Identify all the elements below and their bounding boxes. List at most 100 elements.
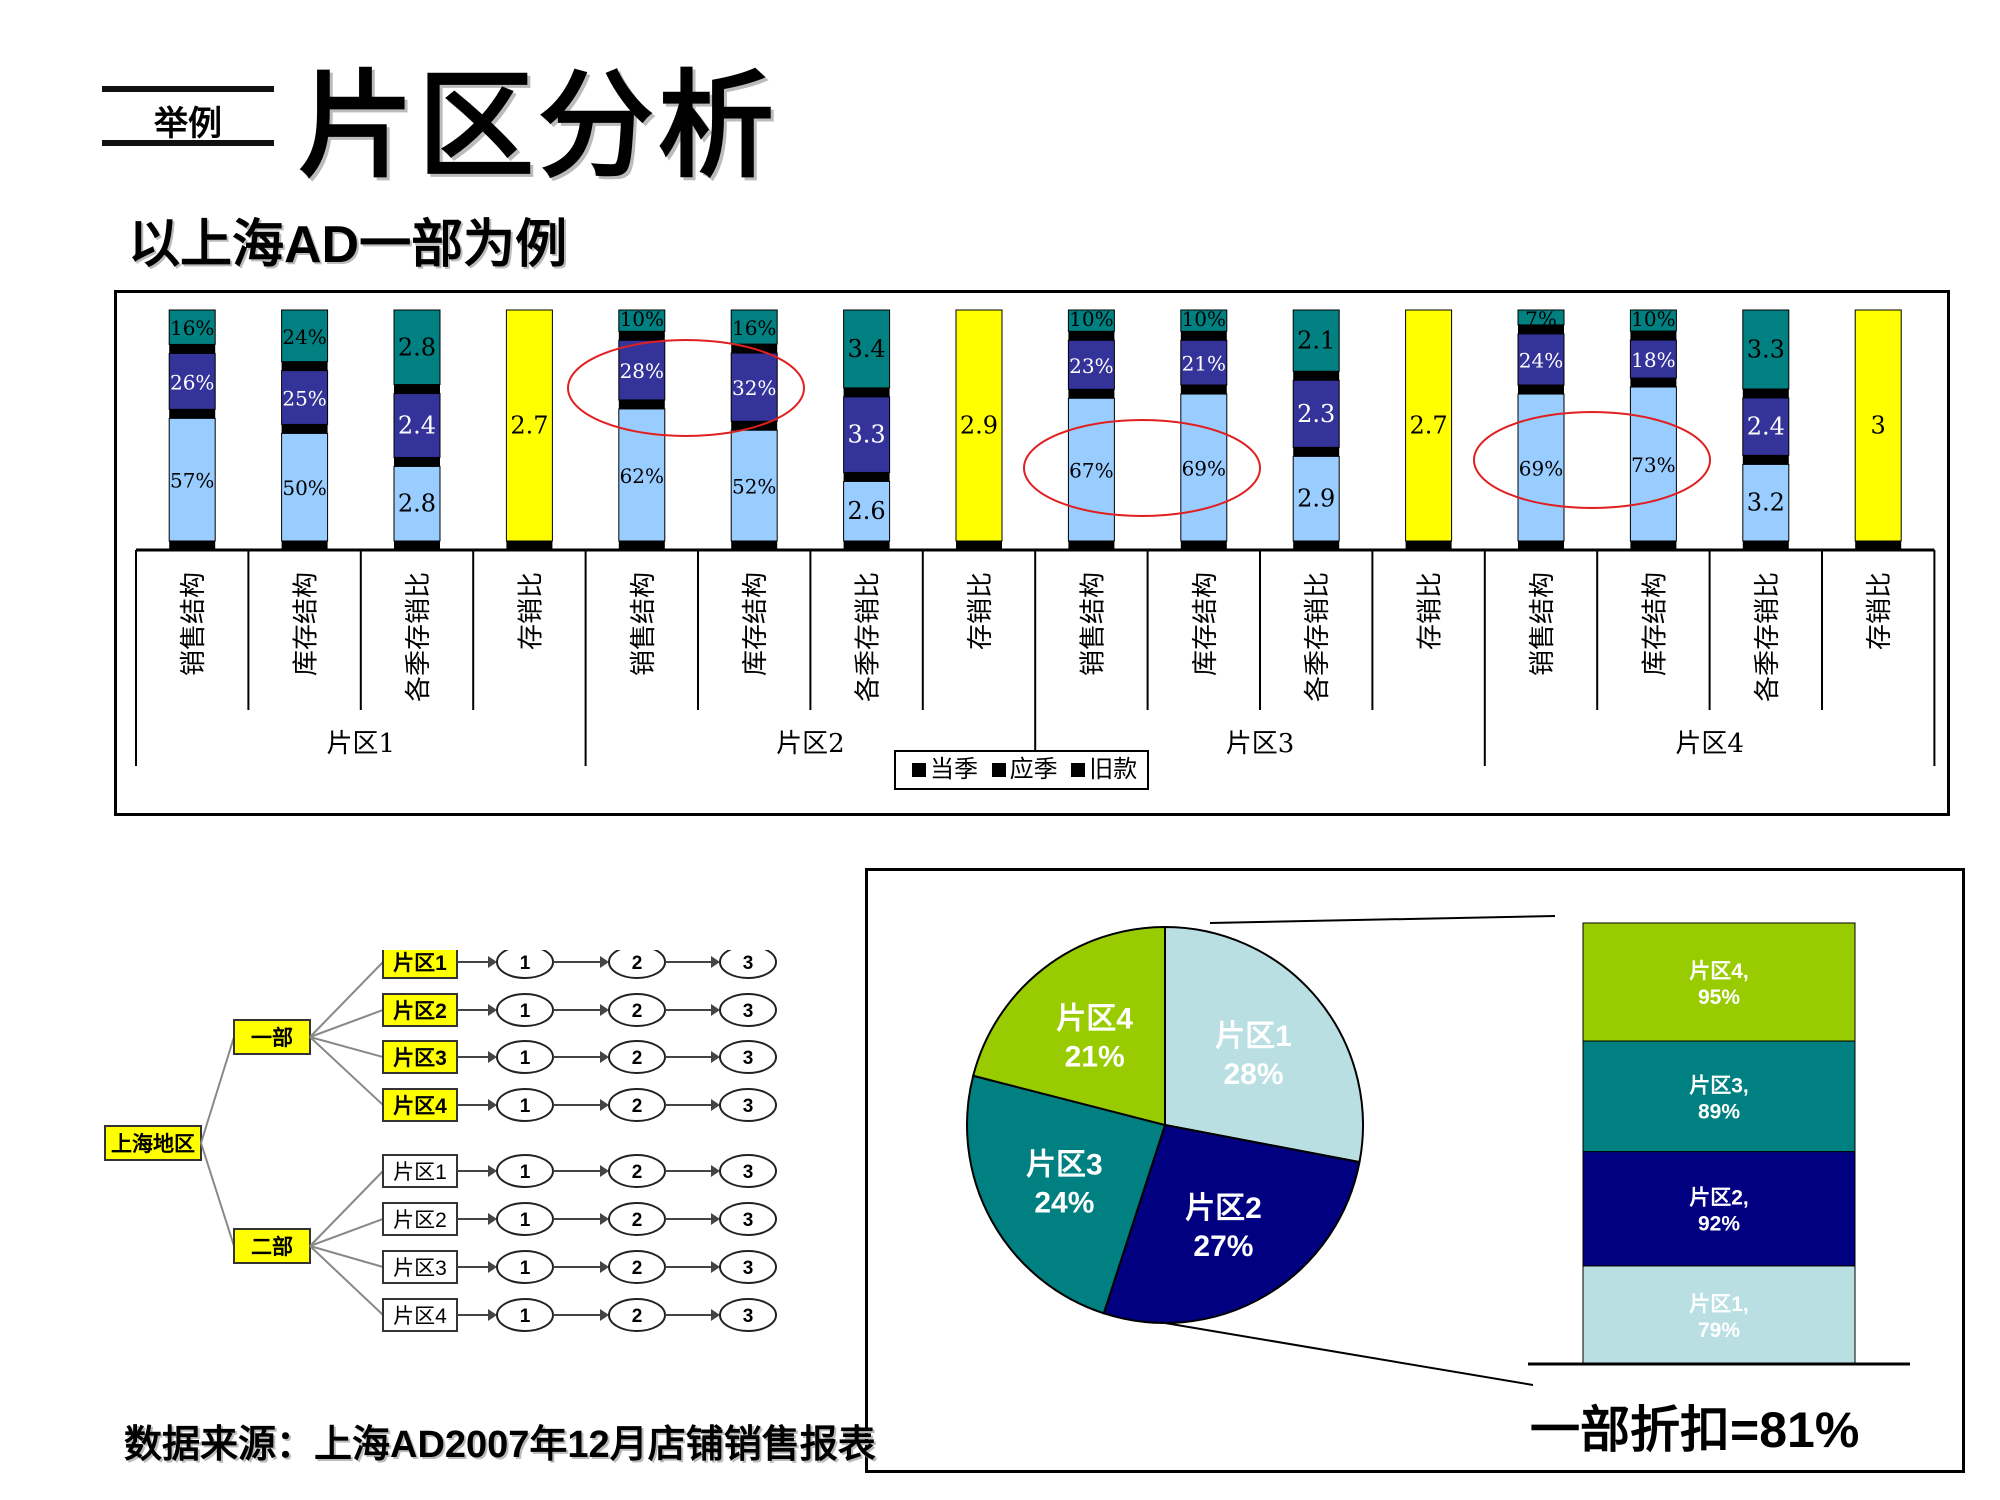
arrow-head-icon xyxy=(488,1099,497,1111)
highlight-ellipse xyxy=(567,339,805,437)
bar-segment xyxy=(1180,309,1228,332)
step-label: 1 xyxy=(520,1162,531,1183)
bar-segment xyxy=(843,480,891,542)
bar-separator xyxy=(1742,388,1789,398)
bar-segment xyxy=(393,465,441,542)
data-label: 10% xyxy=(1069,307,1113,331)
arrow-head-icon xyxy=(488,1213,497,1225)
data-label: 2.4 xyxy=(398,412,436,440)
tree-connector xyxy=(309,1036,384,1106)
arrow-head-icon xyxy=(600,1213,609,1225)
bar-segment xyxy=(1629,309,1677,332)
arrow-head-icon xyxy=(600,1051,609,1063)
pie-chart: 片区1 28% 片区2 27% 片区3 24% 片区4 21% 片区1, 79% 片区2, 92% 片区… xyxy=(966,915,1910,1386)
category-label: 存销比 xyxy=(1416,572,1446,650)
category-label: 存销比 xyxy=(516,572,546,650)
arrow-head-icon xyxy=(711,1004,720,1016)
bar-separator xyxy=(394,541,440,550)
bar-separator xyxy=(169,409,216,419)
pie-slice xyxy=(1102,1123,1361,1324)
bar-segment xyxy=(1742,397,1790,456)
data-label: 25% xyxy=(282,387,326,411)
category-label: 销售结构 xyxy=(1078,572,1108,676)
category-label: 销售结构 xyxy=(1528,572,1558,676)
step-label: 1 xyxy=(520,953,531,974)
step-label: 2 xyxy=(632,1048,643,1069)
bar-segment xyxy=(730,309,778,345)
bar-segment xyxy=(281,370,329,425)
data-label: 3.2 xyxy=(1747,489,1785,517)
page-title: 片区分析 xyxy=(298,59,778,194)
bar-separator xyxy=(1630,378,1677,388)
group-label: 片区3 xyxy=(1226,729,1295,759)
pie-slice xyxy=(972,925,1166,1127)
step-label: 1 xyxy=(520,1306,531,1327)
stacked-bar-chart: 57% 26% 16% 销售结构 50% 25% 24% 库存结构 2.8 2.4 2.8 各季存销比… xyxy=(135,307,1936,766)
discount-label: 一部折扣=81% xyxy=(1530,1402,1860,1458)
step-label: 3 xyxy=(743,1001,754,1022)
data-label: 62% xyxy=(620,464,664,488)
tag-rule-bottom xyxy=(102,140,274,146)
zone-box xyxy=(382,1298,458,1332)
arrow-head-icon xyxy=(711,1099,720,1111)
category-label: 销售结构 xyxy=(629,572,659,676)
category-label: 库存结构 xyxy=(1191,572,1221,676)
pie-slice-value: 28% xyxy=(1223,1058,1283,1091)
tag-rule-top xyxy=(102,86,274,92)
step-label: 3 xyxy=(743,1162,754,1183)
zone-box xyxy=(382,1088,458,1122)
data-label: 16% xyxy=(732,316,776,340)
data-label: 21% xyxy=(1182,352,1226,376)
data-label: 2.4 xyxy=(1747,413,1785,441)
data-label: 69% xyxy=(1519,457,1563,481)
category-label: 库存结构 xyxy=(292,572,322,676)
arrow-head-icon xyxy=(711,1309,720,1321)
step-node xyxy=(719,1298,777,1332)
bar-segment xyxy=(1517,393,1565,542)
bar-separator xyxy=(1180,385,1227,395)
tree-connector xyxy=(309,1170,384,1247)
zone-label: 片区2 xyxy=(393,1209,447,1232)
bar-segment xyxy=(393,309,441,386)
data-label: 3.3 xyxy=(848,421,886,449)
bar-separator xyxy=(281,541,328,550)
data-label: 73% xyxy=(1631,453,1675,477)
pie-slice-value: 24% xyxy=(1034,1186,1094,1219)
bar-segment xyxy=(843,309,891,389)
group-label: 片区2 xyxy=(776,729,845,759)
breakout-segment xyxy=(1582,922,1856,1042)
bar-chart-frame xyxy=(114,290,1950,816)
data-label: 2.9 xyxy=(960,412,998,440)
bar-separator xyxy=(1068,541,1115,550)
bar-separator xyxy=(731,421,778,431)
bar-segment xyxy=(281,309,329,363)
step-label: 1 xyxy=(520,1048,531,1069)
bar-segment xyxy=(1067,309,1115,332)
highlight-ellipse xyxy=(1023,419,1261,517)
bar-separator xyxy=(506,541,553,550)
bar-separator xyxy=(1068,389,1115,399)
bar-separator xyxy=(1518,324,1564,334)
data-label: 23% xyxy=(1069,354,1113,378)
tree-connector xyxy=(200,1036,235,1144)
category-label: 各季存销比 xyxy=(1753,572,1783,702)
bar-segment xyxy=(1292,309,1340,372)
data-label: 10% xyxy=(1182,307,1226,331)
step-label: 2 xyxy=(632,1258,643,1279)
data-label: 2.8 xyxy=(398,490,436,518)
data-label: 2.7 xyxy=(510,412,548,440)
step-label: 3 xyxy=(743,953,754,974)
category-label: 存销比 xyxy=(1865,572,1895,650)
arrow-head-icon xyxy=(600,1261,609,1273)
data-label: 67% xyxy=(1069,459,1113,483)
data-label: 2.3 xyxy=(1297,400,1335,428)
category-label: 存销比 xyxy=(966,572,996,650)
bar-separator xyxy=(1068,331,1115,341)
bar-separator xyxy=(618,399,665,409)
arrow-head-icon xyxy=(488,1309,497,1321)
bar-segment xyxy=(730,429,778,542)
data-label: 52% xyxy=(732,475,776,499)
tree-root-label: 上海地区 xyxy=(111,1132,195,1156)
tree-connector xyxy=(309,1245,384,1316)
breakout-label: 片区2, xyxy=(1689,1187,1749,1210)
